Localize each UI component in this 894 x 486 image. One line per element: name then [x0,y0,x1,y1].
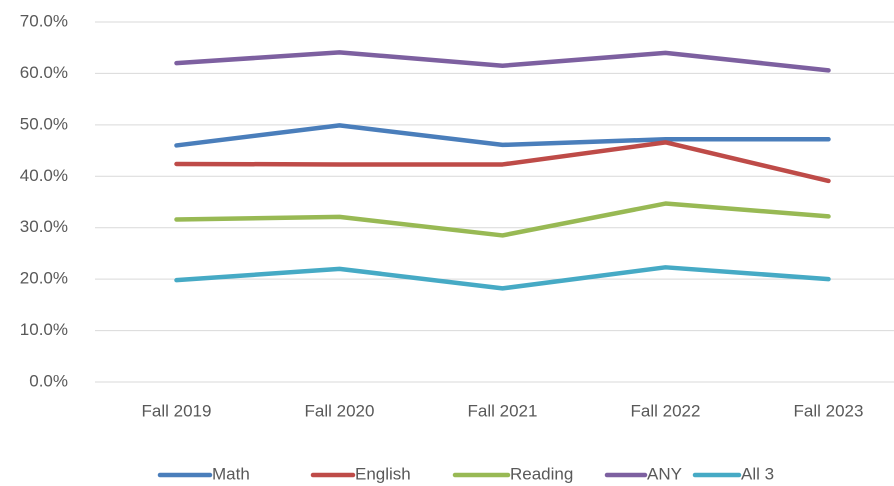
x-tick-label: Fall 2021 [468,401,538,420]
legend-label: All 3 [741,464,774,483]
x-tick-label: Fall 2019 [142,401,212,420]
y-tick-label: 50.0% [20,114,68,133]
y-tick-label: 20.0% [20,269,68,288]
y-tick-label: 40.0% [20,166,68,185]
series-line [174,140,831,184]
x-tick-label: Fall 2022 [631,401,701,420]
legend-label: Math [212,464,250,483]
legend-label: Reading [510,464,573,483]
series-line [174,50,831,73]
y-tick-label: 10.0% [20,320,68,339]
series-line [174,201,831,238]
y-tick-label: 70.0% [20,11,68,30]
y-tick-label: 30.0% [20,217,68,236]
x-tick-label: Fall 2023 [794,401,864,420]
series-line [174,123,831,148]
y-tick-label: 60.0% [20,63,68,82]
legend-label: English [355,464,411,483]
y-tick-label: 0.0% [29,371,68,390]
series-line [174,265,831,291]
x-tick-label: Fall 2020 [305,401,375,420]
legend-label: ANY [647,464,682,483]
